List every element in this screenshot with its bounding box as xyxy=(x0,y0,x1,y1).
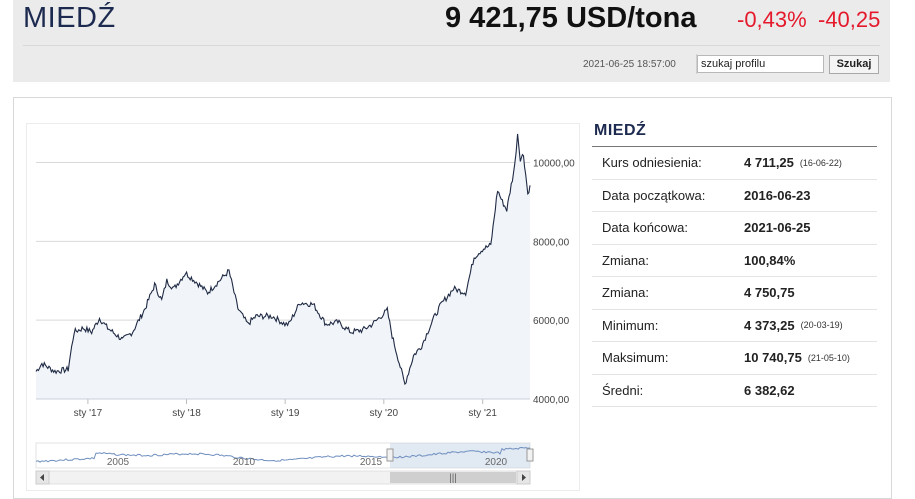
info-row-value: 10 740,75 xyxy=(744,350,802,366)
x-tick-label: sty '21 xyxy=(468,408,497,419)
arrow-left-icon xyxy=(40,474,44,481)
info-row: Data początkowa: 2016-06-23 xyxy=(592,180,877,212)
info-row-value: 100,84% xyxy=(744,252,796,268)
info-row-label: Data początkowa: xyxy=(602,187,706,203)
scrollbar-grip-icon: ||| xyxy=(449,473,457,484)
y-tick-label: 8000,00 xyxy=(533,237,570,248)
x-tick-label: sty '20 xyxy=(370,408,399,419)
series-area xyxy=(36,133,530,399)
arrow-right-icon xyxy=(522,474,526,481)
x-tick-label: sty '19 xyxy=(271,408,300,419)
navigator-selection xyxy=(390,443,530,468)
header-bar: MIEDŹ 9 421,75 USD/tona -0,43% -40,25 20… xyxy=(13,0,890,82)
info-row-label: Kurs odniesienia: xyxy=(602,155,702,171)
navigator-tick-label: 2005 xyxy=(107,457,130,468)
info-row-date: (20-03-19) xyxy=(800,320,843,331)
quote-timestamp: 2021-06-25 18:57:00 xyxy=(583,59,676,70)
price-chart-svg[interactable]: 4000,00 6000,00 8000,00 10000,00 sty '17 sty … xyxy=(26,123,580,491)
info-row-label: Minimum: xyxy=(602,317,659,333)
y-tick-label: 4000,00 xyxy=(533,395,570,406)
search-button[interactable]: Szukaj xyxy=(829,55,879,74)
info-row-label: Maksimum: xyxy=(602,350,669,366)
info-row-label: Zmiana: xyxy=(602,252,649,268)
info-title: MIEDŹ xyxy=(592,122,877,147)
x-tick-label: sty '18 xyxy=(172,408,201,419)
navigator-handle-left[interactable] xyxy=(386,448,394,462)
info-row: Zmiana: 100,84% xyxy=(592,245,877,277)
info-row-value: 4 711,25 xyxy=(744,155,794,171)
navigator-line xyxy=(35,446,531,463)
info-row: Kurs odniesienia: 4 711,25 (16-06-22) xyxy=(592,147,877,180)
header-divider xyxy=(23,45,880,46)
info-row: Data końcowa: 2021-06-25 xyxy=(592,212,877,245)
info-row-value: 4 373,25 xyxy=(744,317,795,333)
change-percent: -0,43% xyxy=(737,7,807,32)
page-title: MIEDŹ xyxy=(23,2,116,34)
info-panel: MIEDŹ Kurs odniesienia: 4 711,25 (16-06-22… xyxy=(592,122,877,407)
navigator-tick-label: 2020 xyxy=(485,457,508,468)
change-absolute: -40,25 xyxy=(818,7,881,32)
scrollbar-thumb[interactable] xyxy=(390,472,516,483)
info-row: Maksimum: 10 740,75 (21-05-10) xyxy=(592,342,877,375)
info-row: Minimum: 4 373,25 (20-03-19) xyxy=(592,310,877,342)
info-row-date: (16-06-22) xyxy=(799,157,842,168)
search-input[interactable] xyxy=(697,55,824,73)
toolbar-divider xyxy=(696,54,697,74)
info-row: Średni: 6 382,62 xyxy=(592,375,877,407)
series-line xyxy=(35,133,531,386)
info-row-value: 2016-06-23 xyxy=(744,187,811,203)
y-tick-label: 10000,00 xyxy=(533,159,575,170)
info-row-value: 2021-06-25 xyxy=(744,220,811,236)
x-tick-label: sty '17 xyxy=(74,408,103,419)
info-row-label: Data końcowa: xyxy=(602,220,688,236)
navigator-tick-label: 2015 xyxy=(360,457,383,468)
info-row-value: 4 750,75 xyxy=(744,285,795,301)
y-tick-label: 6000,00 xyxy=(533,316,570,327)
info-row-value: 6 382,62 xyxy=(744,382,795,398)
navigator-tick-label: 2010 xyxy=(233,457,256,468)
info-row-label: Zmiana: xyxy=(602,285,649,301)
price-chart[interactable]: 4000,00 6000,00 8000,00 10000,00 sty '17 sty … xyxy=(26,123,580,491)
navigator-handle-right[interactable] xyxy=(526,448,534,462)
info-row-label: Średni: xyxy=(602,382,644,398)
info-row: Zmiana: 4 750,75 xyxy=(592,277,877,310)
info-row-date: (21-05-10) xyxy=(807,352,850,363)
price-value: 9 421,75 USD/tona xyxy=(445,2,697,34)
info-rows: Kurs odniesienia: 4 711,25 (16-06-22) Data … xyxy=(592,147,877,407)
